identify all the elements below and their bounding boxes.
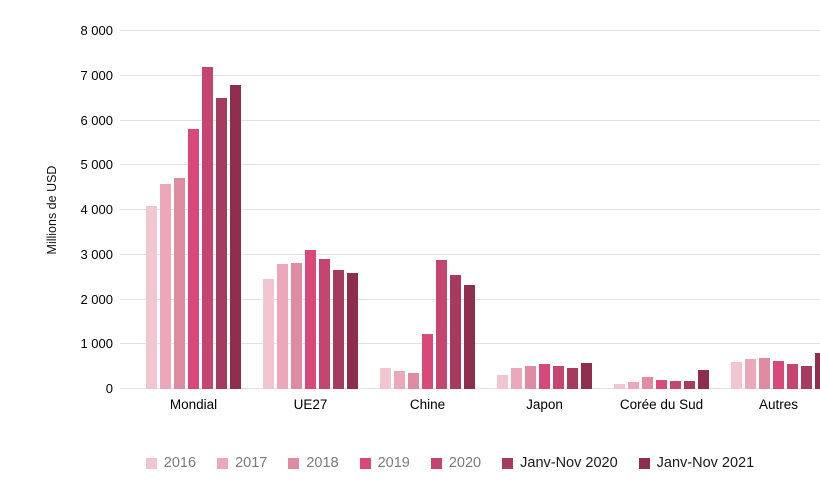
bar-ue27-2016 xyxy=(263,279,274,389)
legend-label-2020: 2020 xyxy=(448,455,482,471)
gridline-5-000 xyxy=(120,164,820,166)
x-axis-category-labels: Mondial UE27 Chine Japon Corée du Sud Autres xyxy=(135,397,820,417)
x-label-autres: Autres xyxy=(758,397,799,412)
legend-swatch-2017 xyxy=(217,457,229,469)
bar-autres-janv-nov-2020 xyxy=(801,365,812,389)
legend-swatch-janv-nov-2021 xyxy=(638,457,650,469)
bar-mondial-2020 xyxy=(202,66,213,389)
bar-japon-janv-nov-2021 xyxy=(581,362,592,389)
bar-corée-du-sud-2016 xyxy=(614,383,625,389)
bar-ue27-2019 xyxy=(305,249,316,389)
legend-label-2017: 2017 xyxy=(235,455,268,471)
bar-ue27-2017 xyxy=(277,264,288,389)
legend-item-2018: 2018 xyxy=(288,454,339,472)
bar-corée-du-sud-2019 xyxy=(656,379,667,389)
bar-autres-2017 xyxy=(745,359,756,389)
y-tick-0: 0 xyxy=(105,381,113,396)
bars-area xyxy=(135,31,820,389)
y-tick-4-000: 4 000 xyxy=(80,202,113,217)
bar-autres-2016 xyxy=(731,362,742,389)
x-label-ue27: UE27 xyxy=(293,397,328,412)
bar-ue27-2018 xyxy=(291,262,302,389)
bar-japon-2020 xyxy=(553,366,564,389)
x-label-mondial: Mondial xyxy=(169,397,218,412)
legend-item-2020: 2020 xyxy=(430,454,482,472)
bar-japon-janv-nov-2020 xyxy=(567,368,578,389)
bar-ue27-janv-nov-2021 xyxy=(347,272,358,389)
bar-ue27-janv-nov-2020 xyxy=(333,270,344,389)
x-label-chine: Chine xyxy=(409,397,446,412)
y-axis-tick-labels: 0 1 000 2 000 3 000 4 000 5 000 6 000 7 000 8 00… xyxy=(40,23,113,396)
bar-mondial-2017 xyxy=(160,184,171,389)
bar-mondial-2019 xyxy=(188,129,199,389)
bar-chine-2016 xyxy=(380,367,391,389)
legend-item-2017: 2017 xyxy=(217,454,267,472)
bar-ue27-2020 xyxy=(319,259,330,389)
legend-label-janv-nov-2021: Janv-Nov 2021 xyxy=(656,455,755,471)
bar-group-autres xyxy=(720,31,820,389)
bar-corée-du-sud-janv-nov-2021 xyxy=(698,370,709,389)
gridline-3-000 xyxy=(120,253,820,255)
bar-group-corée-du-sud xyxy=(603,31,720,389)
bar-autres-2018 xyxy=(759,357,770,389)
legend-item-janv-nov-2020: Janv-Nov 2020 xyxy=(502,454,618,472)
bar-chine-2019 xyxy=(422,334,433,389)
bar-japon-2018 xyxy=(525,365,536,389)
y-tick-1-000: 1 000 xyxy=(80,336,113,352)
bar-autres-2019 xyxy=(773,361,784,389)
x-label-japon: Japon xyxy=(526,397,563,412)
legend-swatch-2019 xyxy=(359,457,371,469)
legend-label-2019: 2019 xyxy=(377,455,410,471)
legend-item-2016: 2016 xyxy=(145,454,197,472)
bar-mondial-2018 xyxy=(174,177,185,389)
gridline-6-000 xyxy=(120,119,820,121)
y-tick-6-000: 6 000 xyxy=(80,112,113,128)
bar-group-chine xyxy=(369,31,486,389)
legend-item-2019: 2019 xyxy=(359,454,410,472)
bar-autres-janv-nov-2021 xyxy=(815,353,820,389)
bar-japon-2017 xyxy=(511,368,522,389)
bar-mondial-janv-nov-2020 xyxy=(216,98,227,389)
bar-autres-2020 xyxy=(787,363,798,389)
bar-chine-2020 xyxy=(436,259,447,389)
legend-swatch-2020 xyxy=(430,457,442,469)
gridline-8-000 xyxy=(120,30,820,31)
y-tick-5-000: 5 000 xyxy=(80,157,113,173)
y-tick-7-000: 7 000 xyxy=(80,67,113,83)
bar-japon-2019 xyxy=(539,363,550,389)
bar-chine-2018 xyxy=(408,372,419,389)
bar-chine-janv-nov-2021 xyxy=(464,285,475,389)
y-tick-2-000: 2 000 xyxy=(80,291,113,307)
gridline-4-000 xyxy=(120,209,820,210)
bar-corée-du-sud-janv-nov-2020 xyxy=(684,381,695,389)
bar-corée-du-sud-2020 xyxy=(670,380,681,389)
legend-item-janv-nov-2021: Janv-Nov 2021 xyxy=(638,454,755,472)
bar-group-japon xyxy=(486,31,603,389)
bar-chine-2017 xyxy=(394,371,405,389)
bar-mondial-2016 xyxy=(146,206,157,389)
bar-corée-du-sud-2018 xyxy=(642,377,653,389)
legend-label-janv-nov-2020: Janv-Nov 2020 xyxy=(520,455,618,471)
bar-chine-janv-nov-2020 xyxy=(450,274,461,389)
bar-corée-du-sud-2017 xyxy=(628,381,639,389)
legend-swatch-janv-nov-2020 xyxy=(502,457,514,469)
bar-japon-2016 xyxy=(497,375,508,389)
legend-label-2018: 2018 xyxy=(306,455,339,471)
bar-group-ue27 xyxy=(252,31,369,389)
legend-label-2016: 2016 xyxy=(163,455,197,471)
y-tick-8-000: 8 000 xyxy=(80,23,113,38)
y-tick-3-000: 3 000 xyxy=(80,246,113,262)
bar-mondial-janv-nov-2021 xyxy=(230,84,241,389)
bar-group-mondial xyxy=(135,31,252,389)
legend-swatch-2016 xyxy=(145,457,157,469)
legend-swatch-2018 xyxy=(288,457,300,469)
gridline-7-000 xyxy=(120,74,820,76)
x-label-corée-du-sud: Corée du Sud xyxy=(619,397,704,412)
legend: 2016 2017 2018 2019 2020 Janv-Nov 2020 Janv-No… xyxy=(40,453,820,473)
